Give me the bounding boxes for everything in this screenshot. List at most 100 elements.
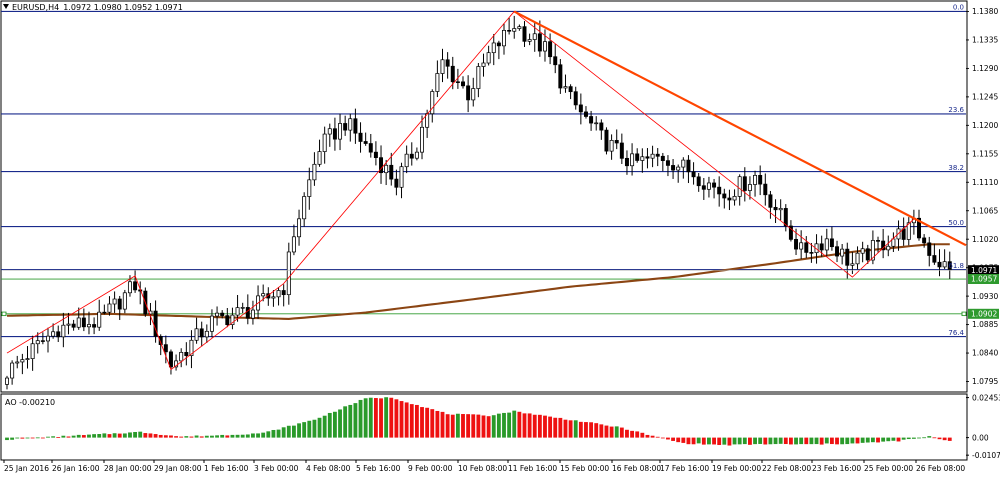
candle-bullish[interactable] — [312, 163, 317, 181]
candle-bearish[interactable] — [466, 85, 471, 101]
candle-bearish[interactable] — [660, 155, 665, 161]
candle-bearish[interactable] — [266, 293, 271, 299]
candle-bullish[interactable] — [840, 248, 845, 257]
candle-bullish[interactable] — [112, 298, 117, 305]
candle-bearish[interactable] — [496, 42, 501, 47]
candle-bullish[interactable] — [630, 153, 635, 167]
candle-bearish[interactable] — [717, 186, 722, 195]
candle-bullish[interactable] — [517, 26, 522, 29]
candle-bearish[interactable] — [845, 248, 850, 266]
candle-bullish[interactable] — [860, 248, 865, 254]
candle-bullish[interactable] — [870, 240, 875, 261]
candle-bullish[interactable] — [502, 30, 506, 47]
candle-bearish[interactable] — [163, 344, 168, 353]
candle-bullish[interactable] — [824, 238, 829, 251]
candle-bearish[interactable] — [589, 116, 594, 124]
candle-bearish[interactable] — [389, 164, 394, 180]
candle-bullish[interactable] — [471, 88, 476, 101]
candle-bearish[interactable] — [937, 261, 942, 268]
candle-bearish[interactable] — [81, 317, 86, 328]
candle-bullish[interactable] — [542, 41, 547, 52]
candle-bearish[interactable] — [102, 311, 107, 314]
candle-bullish[interactable] — [209, 315, 214, 332]
candle-bearish[interactable] — [696, 176, 701, 187]
candle-bearish[interactable] — [394, 178, 399, 188]
candle-bullish[interactable] — [942, 261, 947, 268]
line-handle-icon[interactable] — [1, 311, 7, 317]
candle-bullish[interactable] — [527, 39, 532, 42]
candle-bearish[interactable] — [343, 123, 348, 131]
candle-bearish[interactable] — [865, 248, 870, 261]
candle-bearish[interactable] — [655, 153, 660, 157]
candle-bearish[interactable] — [199, 328, 204, 338]
candle-bearish[interactable] — [245, 307, 250, 319]
candle-bullish[interactable] — [430, 91, 435, 115]
candle-bullish[interactable] — [476, 66, 481, 89]
candle-bearish[interactable] — [763, 183, 768, 196]
candle-bearish[interactable] — [932, 255, 937, 263]
candle-bearish[interactable] — [809, 252, 814, 254]
candle-bearish[interactable] — [507, 30, 512, 32]
candle-bullish[interactable] — [753, 175, 758, 185]
candle-bearish[interactable] — [56, 331, 61, 338]
candle-bearish[interactable] — [537, 33, 542, 52]
candle-bullish[interactable] — [594, 122, 599, 125]
candle-bullish[interactable] — [420, 126, 425, 153]
candle-bullish[interactable] — [76, 317, 81, 328]
candle-bearish[interactable] — [804, 242, 809, 253]
candle-bearish[interactable] — [881, 240, 886, 251]
candle-bullish[interactable] — [850, 263, 855, 266]
candle-bearish[interactable] — [168, 351, 173, 368]
candle-bullish[interactable] — [891, 238, 896, 247]
candle-bearish[interactable] — [133, 281, 138, 291]
candle-bullish[interactable] — [66, 323, 71, 326]
candle-bearish[interactable] — [722, 193, 727, 199]
candle-bearish[interactable] — [117, 298, 122, 310]
candle-bearish[interactable] — [599, 122, 604, 131]
candle-bullish[interactable] — [486, 52, 491, 64]
moving-average-line[interactable] — [6, 243, 950, 320]
candle-bullish[interactable] — [174, 360, 179, 368]
candle-bullish[interactable] — [122, 292, 127, 310]
candle-bullish[interactable] — [650, 153, 655, 159]
candle-bullish[interactable] — [481, 62, 486, 67]
candle-bullish[interactable] — [327, 128, 332, 135]
candle-bearish[interactable] — [358, 132, 363, 142]
candle-bearish[interactable] — [604, 129, 609, 152]
candle-bearish[interactable] — [522, 26, 527, 42]
candle-bullish[interactable] — [61, 324, 66, 338]
candle-bullish[interactable] — [194, 328, 199, 341]
candle-bearish[interactable] — [922, 237, 927, 244]
candle-bullish[interactable] — [261, 293, 266, 297]
candle-bullish[interactable] — [127, 281, 132, 294]
candle-bullish[interactable] — [732, 196, 737, 201]
candle-bullish[interactable] — [51, 331, 56, 337]
candle-bearish[interactable] — [635, 153, 640, 161]
zigzag-line[interactable] — [6, 10, 915, 371]
candle-bearish[interactable] — [665, 160, 670, 166]
candle-bearish[interactable] — [835, 246, 840, 257]
candle-bullish[interactable] — [15, 361, 20, 364]
candle-bullish[interactable] — [435, 73, 440, 92]
candle-bullish[interactable] — [747, 184, 752, 191]
candle-bullish[interactable] — [189, 339, 194, 356]
candle-bearish[interactable] — [368, 143, 373, 153]
candle-bearish[interactable] — [788, 225, 793, 240]
candle-bearish[interactable] — [829, 238, 834, 248]
candle-bullish[interactable] — [46, 335, 50, 342]
candle-bearish[interactable] — [353, 118, 358, 134]
candle-bullish[interactable] — [240, 307, 245, 309]
candle-bearish[interactable] — [92, 324, 97, 328]
candle-bearish[interactable] — [461, 81, 465, 87]
candle-bullish[interactable] — [230, 314, 235, 325]
candle-bullish[interactable] — [440, 59, 445, 74]
candle-bullish[interactable] — [906, 222, 911, 240]
candle-bearish[interactable] — [712, 182, 717, 188]
candle-bullish[interactable] — [35, 340, 40, 345]
candle-bullish[interactable] — [491, 42, 496, 54]
candle-bearish[interactable] — [783, 208, 788, 227]
candle-bearish[interactable] — [225, 315, 230, 325]
candle-bearish[interactable] — [742, 176, 747, 191]
candle-bullish[interactable] — [404, 153, 409, 168]
candle-bullish[interactable] — [297, 218, 302, 238]
